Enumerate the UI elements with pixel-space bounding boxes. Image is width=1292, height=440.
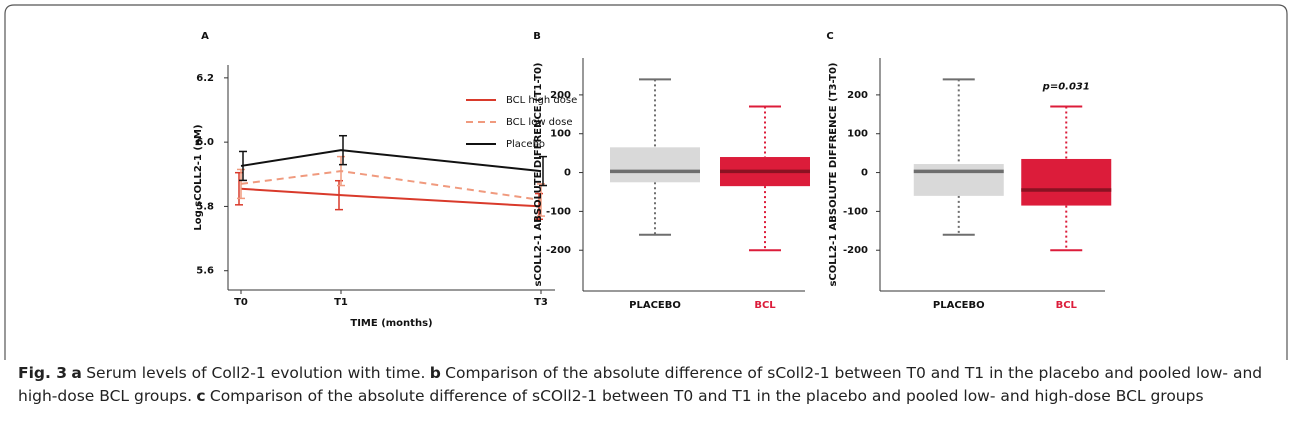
y-tick-label: -200 <box>843 245 868 256</box>
caption-part: b Comparison of the absolute difference o… <box>18 364 1262 405</box>
x-tick-label: T3 <box>534 297 548 308</box>
caption-letter: b <box>429 364 441 382</box>
box <box>610 147 700 183</box>
box <box>913 164 1004 196</box>
figure: A Log sCOLL2-1 (nM) 5.6 5.8 6.0 6.2 T0 T1 T3 TIME… <box>4 4 1288 360</box>
error-bar <box>339 134 347 166</box>
x-tick-label: BCL <box>754 300 776 311</box>
x-tick-label: PLACEBO <box>629 300 681 311</box>
y-tick-label: 200 <box>847 90 868 101</box>
caption-text: Serum levels of Coll2-1 evolution with t… <box>86 364 426 382</box>
panel-letter: B <box>533 31 541 42</box>
x-tick-label: PLACEBO <box>933 300 985 311</box>
y-tick-label: 100 <box>550 129 571 140</box>
y-tick-label: 6.0 <box>196 137 214 148</box>
panel-letter: C <box>826 31 833 42</box>
box <box>1021 158 1112 206</box>
error-bar <box>239 150 247 182</box>
y-tick-label: -200 <box>546 245 571 256</box>
y-tick-label: 5.8 <box>196 201 214 212</box>
y-tick-label: 0 <box>861 168 868 179</box>
annotation: p=0.031 <box>1042 82 1090 93</box>
caption: Fig. 3 a Serum levels of Coll2-1 evolution… <box>18 362 1280 407</box>
caption-label: Fig. 3 <box>18 364 68 382</box>
error-bar <box>539 155 547 187</box>
x-tick-label: BCL <box>1056 300 1078 311</box>
caption-letter: c <box>196 386 206 405</box>
caption-text: Comparison of the absolute difference of… <box>209 386 1204 405</box>
y-tick-label: -100 <box>843 206 868 217</box>
legend-label: BCL high dose <box>506 95 577 106</box>
series-line <box>240 170 542 201</box>
legend-label: BCL low dose <box>506 117 573 128</box>
frame <box>4 4 1288 360</box>
caption-letter: a <box>71 364 82 382</box>
x-tick-label: T0 <box>234 297 248 308</box>
y-tick-label: -100 <box>546 206 571 217</box>
legend-label: Placebo <box>506 139 545 150</box>
caption-part: a Serum levels of Coll2-1 evolution with … <box>71 364 425 382</box>
y-tick-label: 0 <box>564 168 571 179</box>
caption-part: c Comparison of the absolute difference o… <box>196 387 1203 405</box>
series-line <box>240 149 542 173</box>
panel-letter: A <box>201 31 209 42</box>
y-axis-title: Log sCOLL2-1 (nM) <box>193 124 204 230</box>
y-tick-label: 5.6 <box>196 266 214 277</box>
x-axis-title: TIME (months) <box>350 318 432 329</box>
x-tick-label: T1 <box>334 297 348 308</box>
y-tick-label: 100 <box>847 129 868 140</box>
y-tick-label: 6.2 <box>196 73 214 84</box>
series-line <box>240 187 542 208</box>
caption-text: Comparison of the absolute difference of… <box>18 364 1263 405</box>
y-tick-label: 200 <box>550 90 571 101</box>
y-axis-title: sCOLL2-1 ABSOLUTE DIFFRENCE (T3-T0) <box>828 62 839 286</box>
y-axis-title: sCOLL2-1 ABSOLUTE DIFFRENCE (T1-T0) <box>533 62 544 286</box>
